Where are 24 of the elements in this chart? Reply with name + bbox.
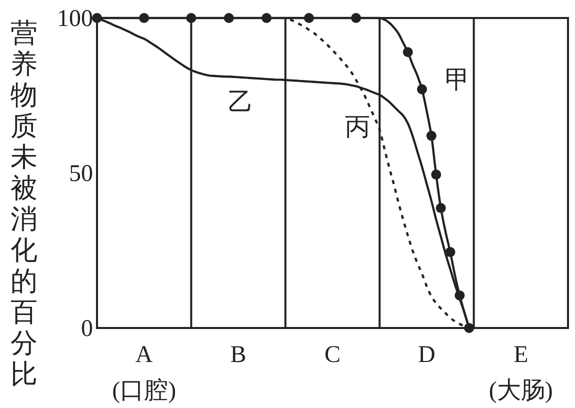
point xyxy=(445,247,456,258)
y-tick-label: 50 xyxy=(69,161,93,187)
series-label: 乙 xyxy=(228,89,253,116)
point xyxy=(186,13,196,23)
x-tick-label: E (大肠) xyxy=(488,342,553,404)
point xyxy=(402,47,413,58)
text: 营养物质未被消化的百分比 xyxy=(10,18,38,389)
series-label: 丙 xyxy=(345,114,370,141)
x-tick-label: A (口腔) xyxy=(112,342,176,404)
x-tick-label: C xyxy=(324,342,341,368)
y-tick-label: 100 xyxy=(57,6,93,32)
point xyxy=(262,13,272,23)
y-tick-label: 0 xyxy=(81,316,93,342)
series-label: 甲 xyxy=(445,67,470,94)
point xyxy=(304,13,314,23)
point xyxy=(416,84,427,94)
point xyxy=(426,130,436,141)
point xyxy=(139,13,150,23)
point xyxy=(431,170,442,180)
point xyxy=(224,13,234,23)
point xyxy=(436,203,446,214)
point xyxy=(351,13,362,23)
x-tick-label: D xyxy=(418,342,436,368)
x-tick-label: B xyxy=(230,342,246,368)
